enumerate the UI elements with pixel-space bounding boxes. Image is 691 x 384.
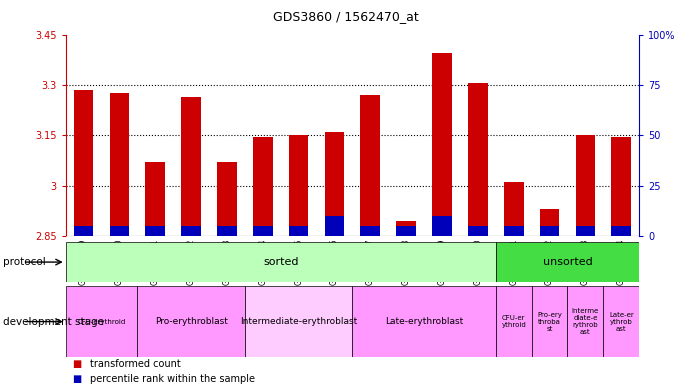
Bar: [289, 136, 308, 236]
Bar: [612, 137, 631, 236]
Text: GSM559695: GSM559695: [294, 238, 303, 285]
Text: GSM559691: GSM559691: [151, 238, 160, 285]
Text: GSM559696: GSM559696: [330, 238, 339, 285]
Text: CFU-erythroid: CFU-erythroid: [77, 319, 126, 324]
Bar: [74, 226, 93, 236]
Text: ■: ■: [73, 359, 82, 369]
Bar: [145, 162, 165, 236]
Bar: [253, 137, 273, 236]
Text: GSM559701: GSM559701: [509, 238, 518, 285]
Bar: [181, 226, 201, 236]
Text: GSM559689: GSM559689: [79, 238, 88, 285]
Bar: [245, 286, 352, 357]
Text: Pro-ery
throba
st: Pro-ery throba st: [537, 311, 562, 332]
Bar: [66, 242, 496, 282]
Bar: [397, 226, 416, 236]
Text: CFU-er
ythroid: CFU-er ythroid: [502, 315, 526, 328]
Bar: [253, 226, 273, 236]
Bar: [540, 209, 560, 236]
Text: GDS3860 / 1562470_at: GDS3860 / 1562470_at: [273, 10, 418, 23]
Text: GSM559694: GSM559694: [258, 238, 267, 285]
Bar: [361, 226, 380, 236]
Text: sorted: sorted: [263, 257, 299, 267]
Text: GSM559703: GSM559703: [581, 238, 590, 285]
Bar: [325, 216, 344, 236]
Bar: [289, 226, 308, 236]
Text: development stage: development stage: [3, 316, 104, 327]
Text: protocol: protocol: [3, 257, 46, 267]
Bar: [496, 286, 531, 357]
Bar: [576, 226, 595, 236]
Bar: [468, 83, 488, 236]
Text: transformed count: transformed count: [90, 359, 180, 369]
Text: GSM559692: GSM559692: [187, 238, 196, 285]
Bar: [66, 286, 138, 357]
Text: Late-er
ythrob
ast: Late-er ythrob ast: [609, 311, 634, 332]
Bar: [138, 286, 245, 357]
Text: Interme
diate-e
rythrob
ast: Interme diate-e rythrob ast: [571, 308, 599, 335]
Bar: [612, 226, 631, 236]
Bar: [576, 136, 595, 236]
Bar: [496, 242, 639, 282]
Bar: [217, 162, 237, 236]
Text: GSM559698: GSM559698: [401, 238, 410, 285]
Text: GSM559700: GSM559700: [473, 238, 482, 285]
Bar: [110, 93, 129, 236]
Bar: [468, 226, 488, 236]
Bar: [432, 53, 452, 236]
Text: percentile rank within the sample: percentile rank within the sample: [90, 374, 255, 384]
Bar: [325, 132, 344, 236]
Text: GSM559690: GSM559690: [115, 238, 124, 285]
Text: GSM559702: GSM559702: [545, 238, 554, 285]
Text: Late-erythroblast: Late-erythroblast: [385, 317, 463, 326]
Bar: [352, 286, 496, 357]
Bar: [504, 182, 524, 236]
Bar: [504, 226, 524, 236]
Bar: [432, 216, 452, 236]
Text: ■: ■: [73, 374, 82, 384]
Text: Intermediate-erythroblast: Intermediate-erythroblast: [240, 317, 357, 326]
Text: GSM559693: GSM559693: [223, 238, 231, 285]
Text: GSM559699: GSM559699: [437, 238, 446, 285]
Bar: [531, 286, 567, 357]
Bar: [181, 97, 201, 236]
Bar: [361, 95, 380, 236]
Bar: [145, 226, 165, 236]
Bar: [110, 226, 129, 236]
Bar: [540, 226, 560, 236]
Bar: [603, 286, 639, 357]
Bar: [74, 90, 93, 236]
Text: Pro-erythroblast: Pro-erythroblast: [155, 317, 227, 326]
Bar: [397, 221, 416, 236]
Text: unsorted: unsorted: [542, 257, 592, 267]
Bar: [217, 226, 237, 236]
Bar: [567, 286, 603, 357]
Text: GSM559697: GSM559697: [366, 238, 375, 285]
Text: GSM559704: GSM559704: [617, 238, 626, 285]
